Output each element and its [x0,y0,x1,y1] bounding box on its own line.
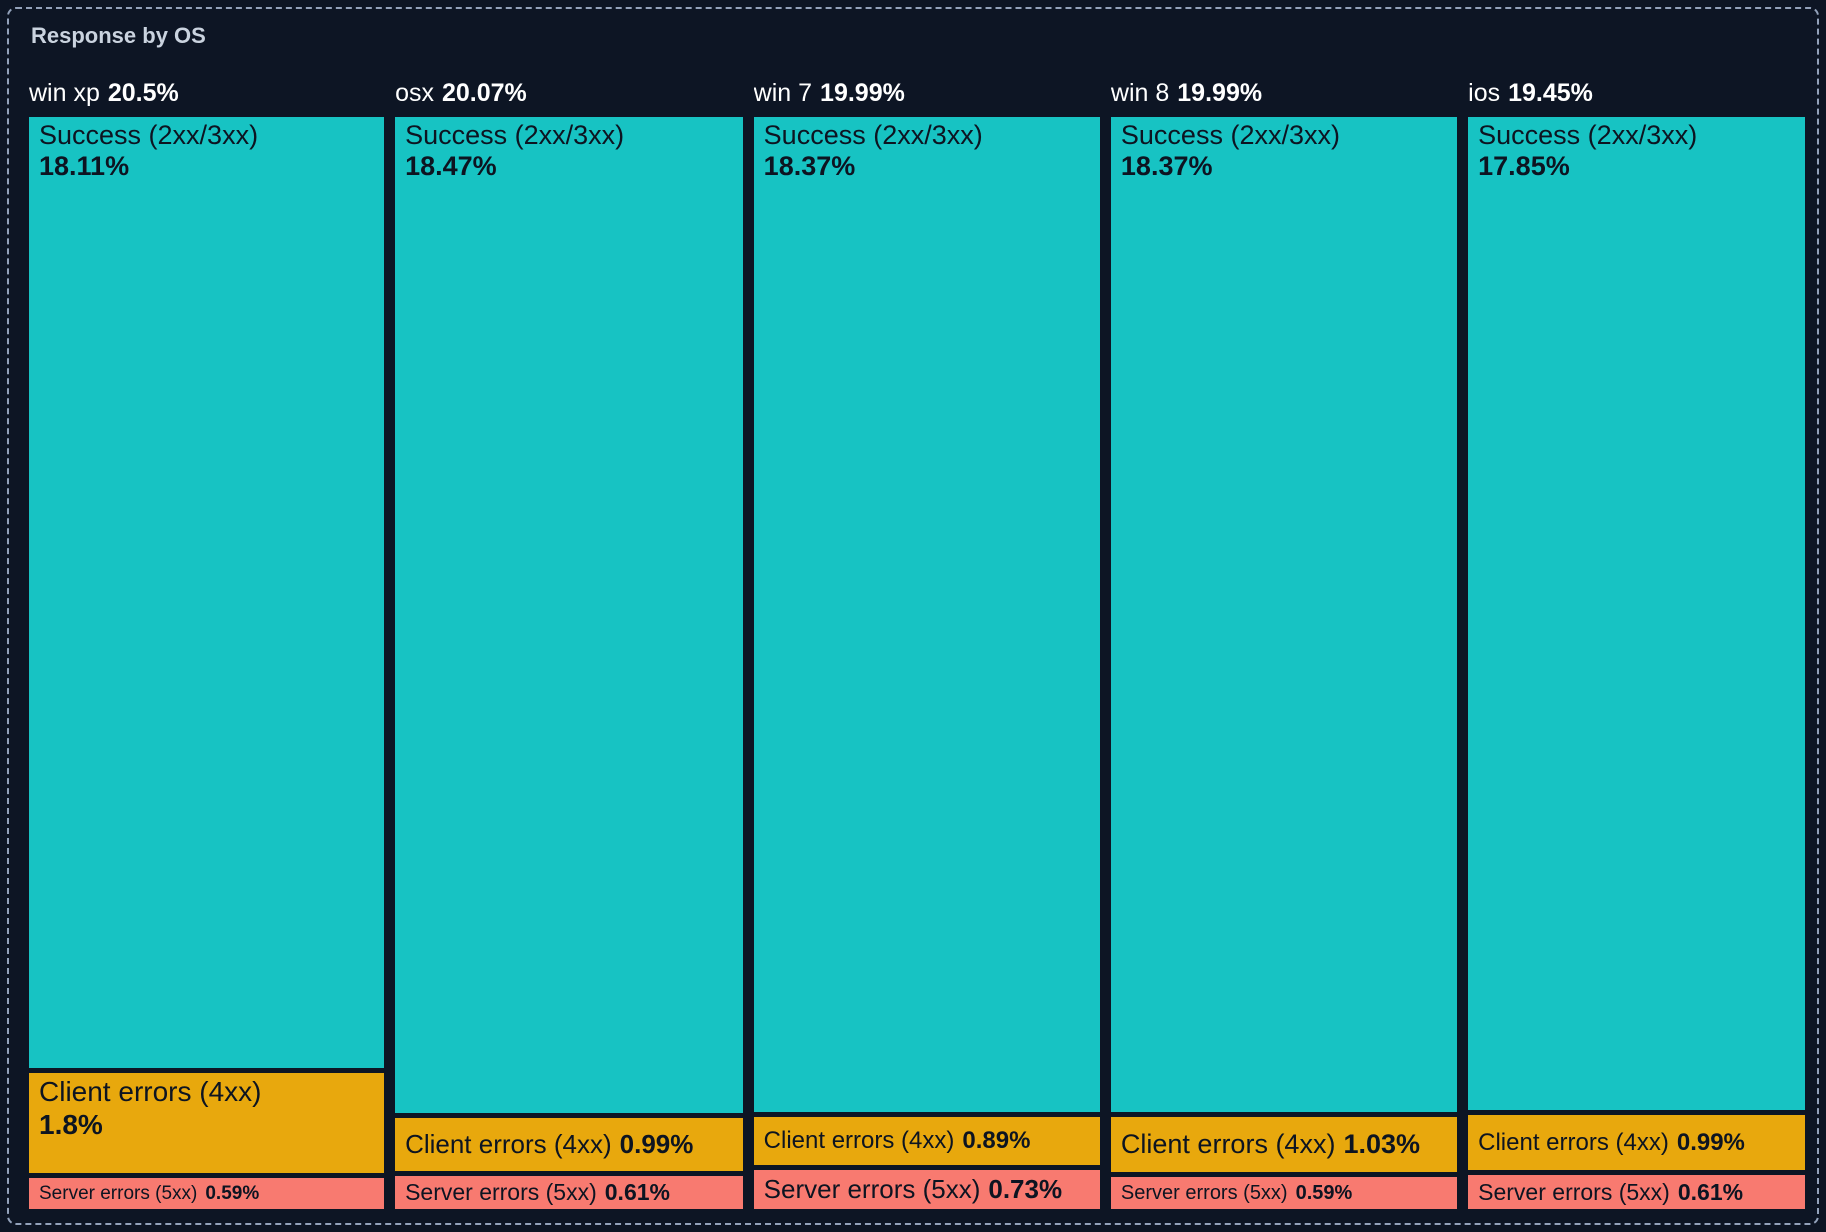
segment-label: Client errors (4xx) [1120,1129,1336,1160]
os-total-pct: 20.07% [441,79,527,107]
segment-client-errors[interactable]: Client errors (4xx) 1.03% [1110,1116,1458,1173]
response-by-os-chart: win xp 20.5% Success (2xx/3xx) 18.11% Cli… [29,79,1806,1209]
segment-label: Client errors (4xx) [405,1129,612,1160]
os-total-pct: 20.5% [107,79,179,107]
segment-pct: 0.89% [962,1126,1031,1154]
segment-success[interactable]: Success (2xx/3xx) 18.37% [753,117,1100,1112]
segment-client-errors[interactable]: Client errors (4xx) 0.99% [1468,1115,1806,1171]
os-column-win-8: win 8 19.99% Success (2xx/3xx) 18.37% Cli… [1110,79,1458,1209]
segment-client-errors[interactable]: Client errors (4xx) 1.8% [29,1073,385,1174]
os-name: osx [395,79,434,107]
segment-client-errors[interactable]: Client errors (4xx) 0.99% [395,1118,743,1172]
segment-label: Server errors (5xx) [1120,1181,1288,1204]
segment-pct: 18.47% [405,151,497,182]
segment-pct: 18.37% [1120,151,1213,182]
os-column-stack: Success (2xx/3xx) 18.37% Client errors (… [1110,117,1458,1209]
os-total-pct: 19.99% [820,79,905,107]
os-total-pct: 19.99% [1177,79,1263,107]
os-column-header: osx 20.07% [395,79,743,108]
segment-pct: 0.59% [205,1182,260,1204]
os-column-ios: ios 19.45% Success (2xx/3xx) 17.85% Clien… [1468,79,1806,1209]
os-name: win 7 [753,79,813,107]
segment-success[interactable]: Success (2xx/3xx) 17.85% [1468,117,1806,1111]
os-column-stack: Success (2xx/3xx) 17.85% Client errors (… [1468,117,1806,1209]
segment-label: Client errors (4xx) [1478,1128,1669,1156]
segment-pct: 18.37% [763,151,856,182]
segment-server-errors[interactable]: Server errors (5xx) 0.59% [1110,1177,1458,1209]
segment-pct: 0.61% [604,1179,670,1206]
segment-label: Success (2xx/3xx) [1120,120,1340,150]
chart-title: Response by OS [31,23,206,48]
os-column-win-7: win 7 19.99% Success (2xx/3xx) 18.37% Cli… [753,79,1100,1209]
os-column-win-xp: win xp 20.5% Success (2xx/3xx) 18.11% Cli… [29,79,385,1209]
segment-label: Success (2xx/3xx) [405,120,625,150]
os-name: win 8 [1110,79,1170,107]
os-column-header: win 8 19.99% [1111,79,1457,108]
segment-success[interactable]: Success (2xx/3xx) 18.11% [29,117,385,1069]
segment-pct: 18.11% [39,151,130,182]
os-column-stack: Success (2xx/3xx) 18.37% Client errors (… [753,117,1100,1209]
segment-label: Success (2xx/3xx) [39,120,259,150]
os-column-header: win 7 19.99% [754,79,1100,108]
os-name: ios [1468,79,1501,107]
segment-pct: 17.85% [1478,151,1570,182]
os-column-stack: Success (2xx/3xx) 18.47% Client errors (… [395,117,743,1209]
segment-label: Success (2xx/3xx) [1478,120,1698,150]
segment-server-errors[interactable]: Server errors (5xx) 0.59% [29,1178,385,1209]
segment-client-errors[interactable]: Client errors (4xx) 0.89% [753,1116,1100,1165]
segment-success[interactable]: Success (2xx/3xx) 18.47% [395,117,743,1114]
segment-label: Server errors (5xx) [763,1173,981,1204]
segment-server-errors[interactable]: Server errors (5xx) 0.73% [753,1169,1100,1209]
os-column-header: win xp 20.5% [29,79,384,108]
segment-label: Success (2xx/3xx) [763,120,983,150]
segment-pct: 0.59% [1295,1181,1353,1204]
segment-server-errors[interactable]: Server errors (5xx) 0.61% [1468,1175,1806,1209]
segment-label: Client errors (4xx) [763,1126,955,1154]
segment-pct: 0.99% [619,1129,694,1160]
segment-label: Client errors (4xx) [39,1076,262,1108]
panel-frame: Response by OS win xp 20.5% Success (2xx/… [7,7,1819,1225]
segment-pct: 0.99% [1676,1128,1745,1156]
segment-pct: 0.61% [1677,1178,1744,1205]
segment-label: Server errors (5xx) [1478,1178,1670,1205]
segment-server-errors[interactable]: Server errors (5xx) 0.61% [395,1176,743,1209]
os-total-pct: 19.45% [1508,79,1593,107]
os-name: win xp [29,79,100,107]
segment-label: Server errors (5xx) [39,1182,198,1204]
segment-pct: 1.03% [1343,1129,1421,1160]
segment-success[interactable]: Success (2xx/3xx) 18.37% [1110,117,1458,1112]
os-column-header: ios 19.45% [1468,79,1805,108]
segment-pct: 1.8% [39,1108,103,1140]
os-column-stack: Success (2xx/3xx) 18.11% Client errors (… [29,117,385,1209]
os-column-osx: osx 20.07% Success (2xx/3xx) 18.47% Clien… [395,79,743,1209]
segment-pct: 0.73% [988,1173,1063,1204]
segment-label: Server errors (5xx) [405,1179,597,1206]
